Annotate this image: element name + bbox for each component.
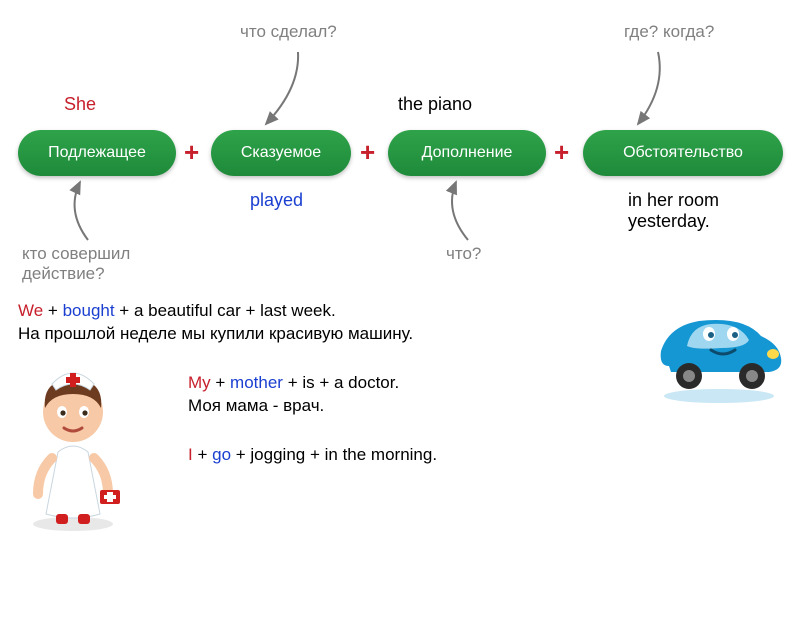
- sentence-block: I + go + jogging + in the morning.: [188, 444, 789, 467]
- word: go: [212, 445, 231, 464]
- word: a beautiful car: [134, 301, 241, 320]
- example-piano: the piano: [398, 94, 472, 115]
- hint-what: что?: [446, 244, 481, 264]
- car-icon: [649, 296, 789, 406]
- pill-object: Дополнение: [388, 130, 546, 176]
- word: a doctor.: [334, 373, 399, 392]
- pill-adverbial: Обстоятельство: [583, 130, 783, 176]
- hint-what-did: что сделал?: [240, 22, 337, 42]
- plus-1: +: [184, 137, 199, 168]
- example-sentences: We + bought + a beautiful car + last wee…: [18, 300, 789, 467]
- word: in the morning.: [325, 445, 437, 464]
- nurse-icon: [8, 354, 138, 534]
- example-room: in her room yesterday.: [628, 190, 719, 232]
- plus-3: +: [554, 137, 569, 168]
- word: last week.: [260, 301, 336, 320]
- word: +: [241, 301, 260, 320]
- pill-subject: Подлежащее: [18, 130, 176, 176]
- example-played: played: [250, 190, 303, 211]
- word: +: [193, 445, 212, 464]
- pill-predicate: Сказуемое: [211, 130, 351, 176]
- plus-2: +: [360, 137, 375, 168]
- hint-where-when: где? когда?: [624, 22, 714, 42]
- pill-object-label: Дополнение: [422, 144, 513, 162]
- word: +: [43, 301, 62, 320]
- sentence-line: I + go + jogging + in the morning.: [188, 444, 789, 467]
- word: +: [211, 373, 230, 392]
- word: +: [315, 373, 334, 392]
- word: mother: [230, 373, 283, 392]
- word: +: [283, 373, 302, 392]
- word: jogging: [250, 445, 305, 464]
- word: We: [18, 301, 43, 320]
- word: is: [302, 373, 314, 392]
- pill-adverbial-label: Обстоятельство: [623, 144, 743, 162]
- pill-predicate-label: Сказуемое: [241, 144, 321, 162]
- word: +: [305, 445, 324, 464]
- pill-subject-label: Подлежащее: [48, 144, 146, 162]
- word: My: [188, 373, 211, 392]
- hint-who-acted: кто совершил действие?: [22, 244, 130, 285]
- word: +: [231, 445, 250, 464]
- word: +: [115, 301, 134, 320]
- sentence-structure-diagram: что сделал? где? когда? She the piano По…: [18, 12, 789, 272]
- word: bought: [63, 301, 115, 320]
- example-she: She: [64, 94, 96, 115]
